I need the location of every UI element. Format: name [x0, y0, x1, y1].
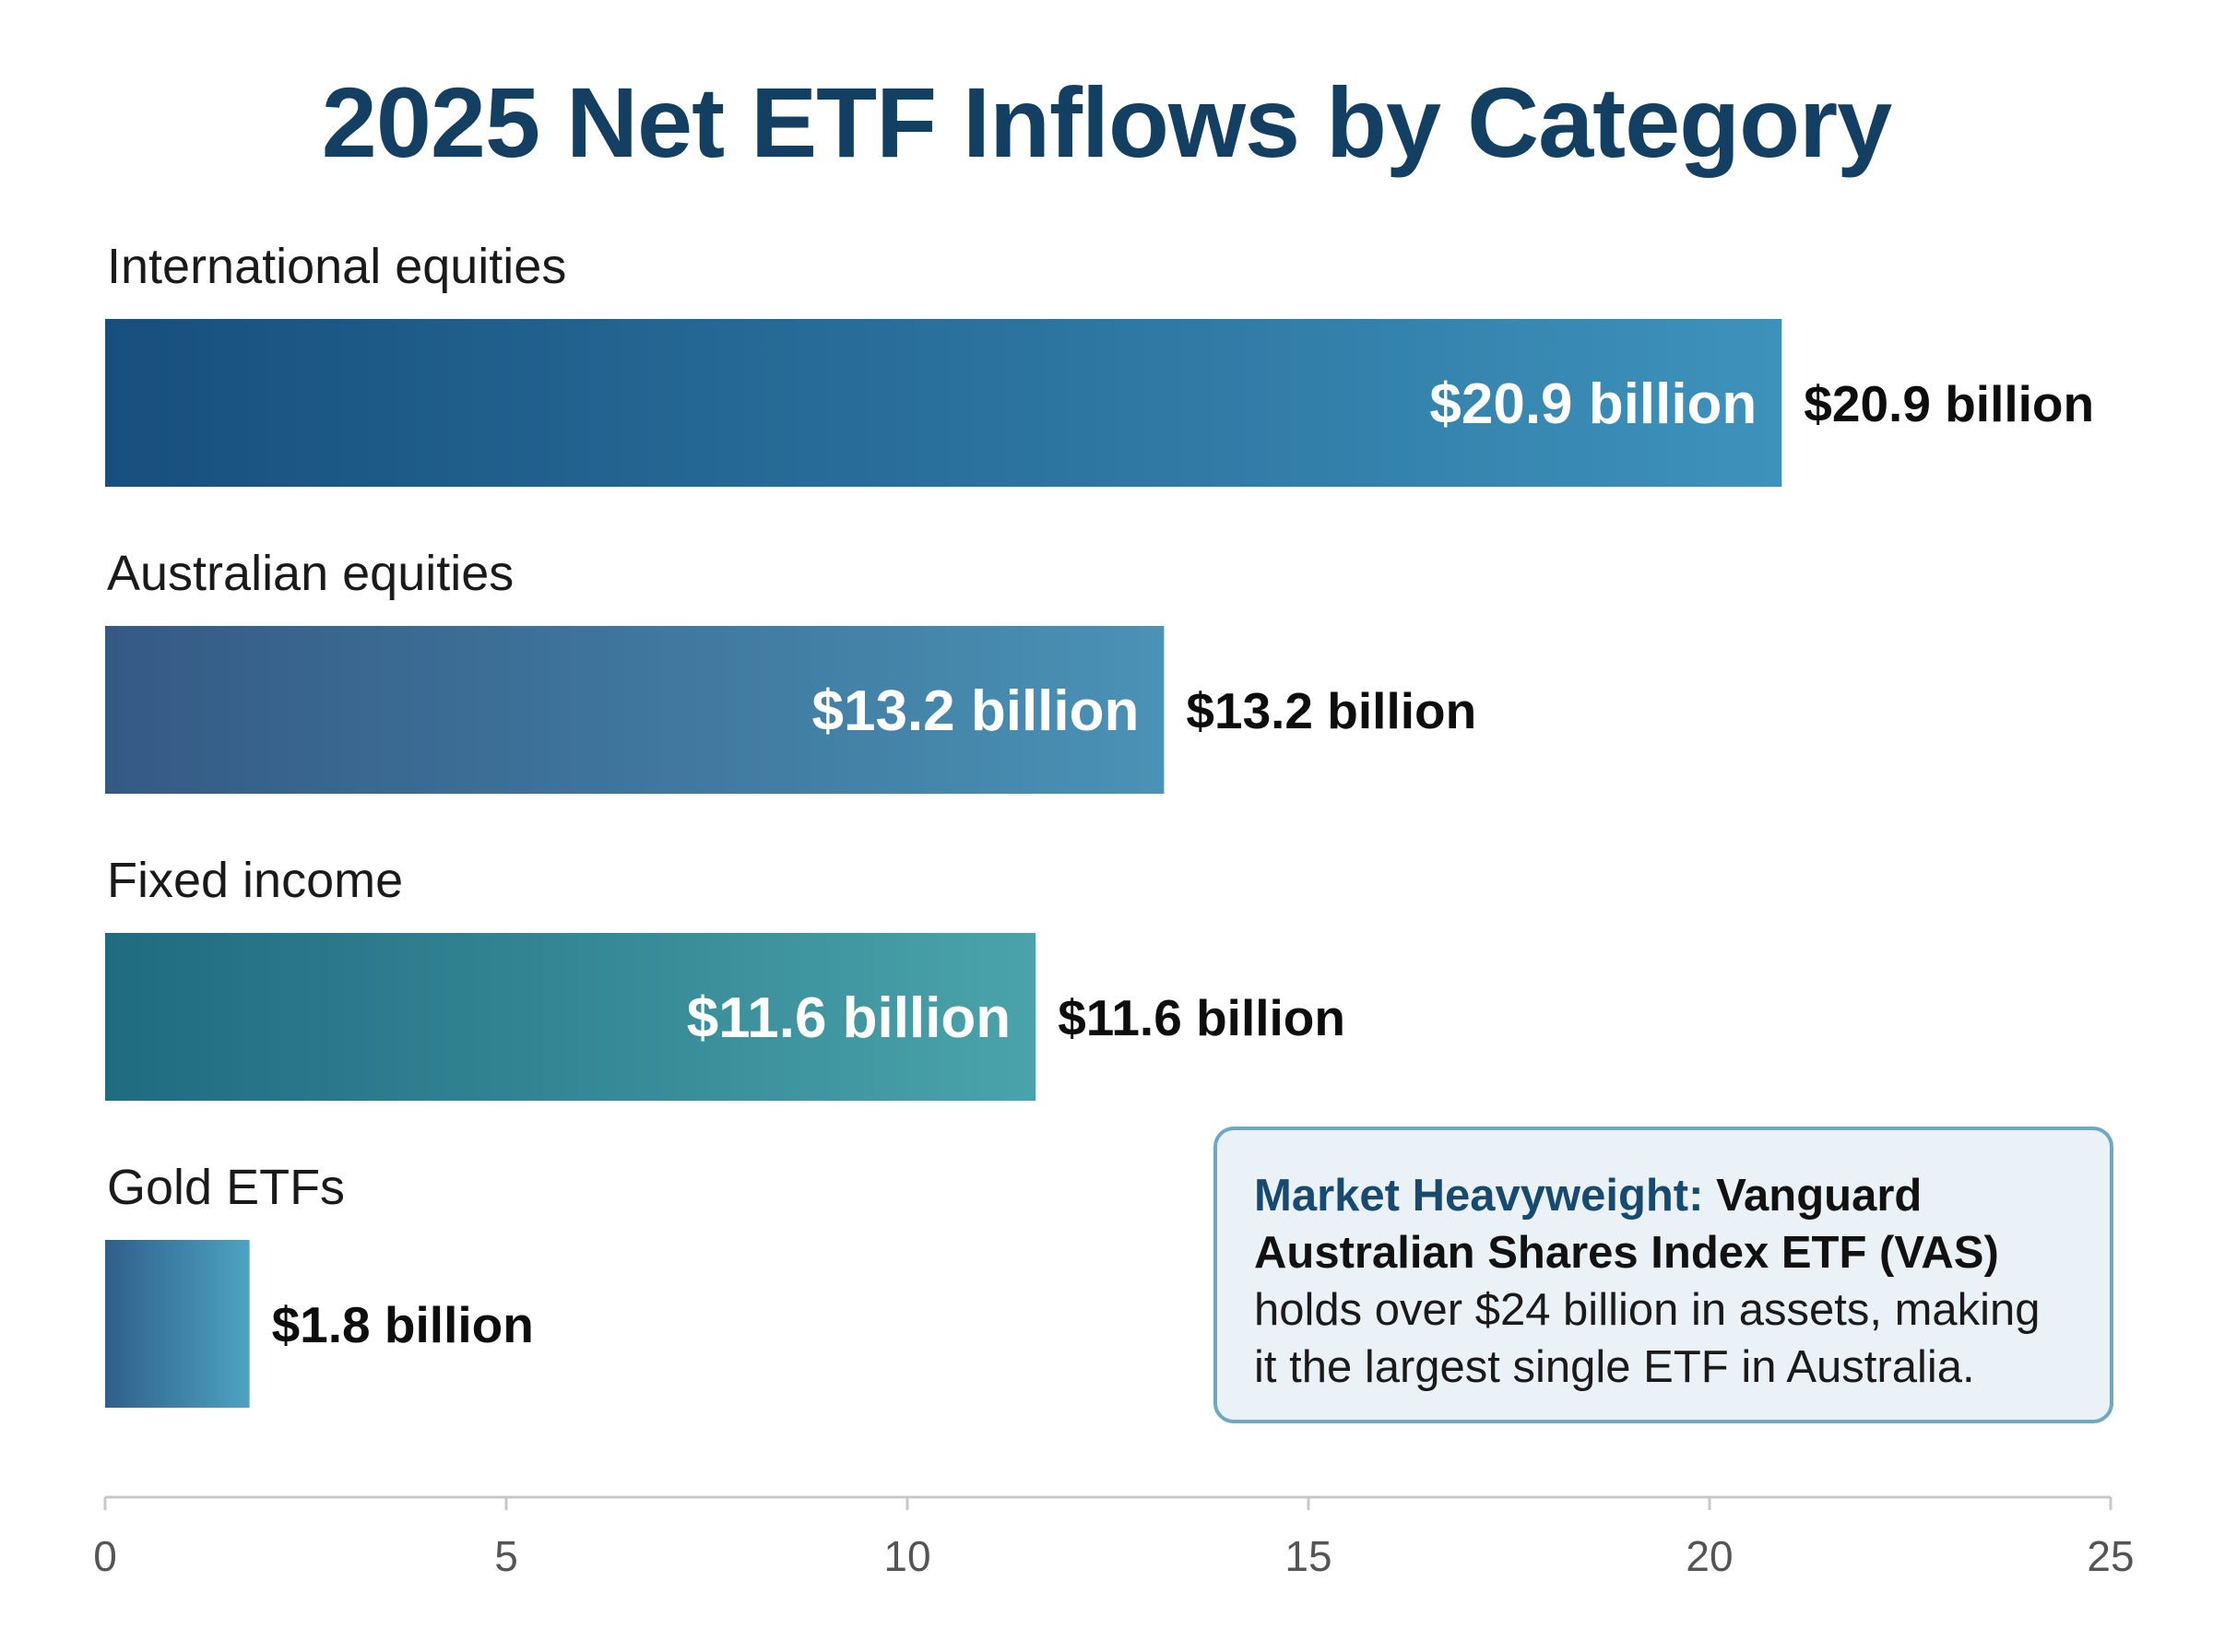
bar-value-label-gold-etfs: $1.8 billion [272, 1296, 534, 1353]
callout-body: holds over $24 billion in assets, making… [1254, 1285, 2041, 1392]
bar-value-label-fixed-income: $11.6 billion [1058, 989, 1345, 1046]
category-label-australian-equities: Australian equities [107, 546, 514, 601]
x-tick-label-0: 0 [93, 1532, 117, 1580]
bar-australian-equities [105, 626, 1165, 794]
bar-value-inside-international-equities: $20.9 billion [1429, 372, 1757, 436]
bar-value-label-australian-equities: $13.2 billion [1186, 682, 1476, 739]
bar-gold-etfs [105, 1240, 250, 1408]
x-tick-label-20: 20 [1686, 1532, 1733, 1580]
bar-fixed-income [105, 933, 1036, 1101]
category-label-international-equities: International equities [107, 239, 566, 294]
callout-lead: Market Heavyweight: [1254, 1171, 1704, 1221]
bar-international-equities [105, 319, 1782, 487]
chart-title: 2025 Net ETF Inflows by Category [321, 66, 1892, 178]
callout-strong: Vanguard Australian Shares Index ETF (VA… [1254, 1171, 1999, 1278]
bar-value-label-international-equities: $20.9 billion [1804, 375, 2094, 432]
category-label-gold-etfs: Gold ETFs [107, 1160, 345, 1215]
bar-value-inside-australian-equities: $13.2 billion [811, 679, 1139, 743]
callout-box: Market Heavyweight: Vanguard Australian … [1213, 1127, 2113, 1423]
category-label-fixed-income: Fixed income [107, 853, 403, 908]
bar-value-inside-fixed-income: $11.6 billion [687, 986, 1011, 1050]
x-tick-label-5: 5 [494, 1532, 518, 1580]
x-tick-label-10: 10 [883, 1532, 930, 1580]
x-tick-label-25: 25 [2087, 1532, 2134, 1580]
x-tick-label-15: 15 [1284, 1532, 1331, 1580]
